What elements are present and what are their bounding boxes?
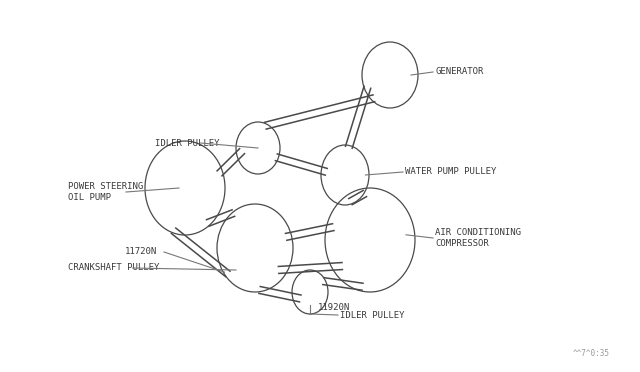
Text: GENERATOR: GENERATOR xyxy=(435,67,483,77)
Text: WATER PUMP PULLEY: WATER PUMP PULLEY xyxy=(405,167,497,176)
Text: 11920N: 11920N xyxy=(318,304,350,312)
Text: 11720N: 11720N xyxy=(125,247,157,257)
Text: AIR CONDITIONING
COMPRESSOR: AIR CONDITIONING COMPRESSOR xyxy=(435,228,521,248)
Text: IDLER PULLEY: IDLER PULLEY xyxy=(155,138,220,148)
Text: IDLER PULLEY: IDLER PULLEY xyxy=(340,311,404,320)
Text: CRANKSHAFT PULLEY: CRANKSHAFT PULLEY xyxy=(68,263,159,273)
Text: ^^7^0:35: ^^7^0:35 xyxy=(573,349,610,358)
Text: POWER STEERING
OIL PUMP: POWER STEERING OIL PUMP xyxy=(68,182,143,202)
